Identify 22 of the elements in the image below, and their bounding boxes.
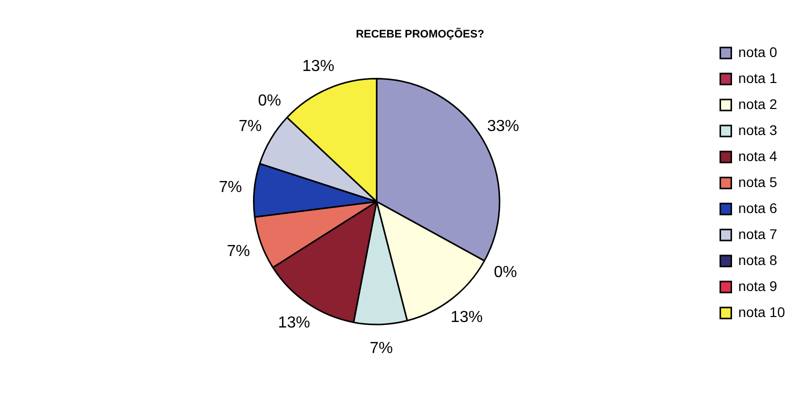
legend-label: nota 4 [738,148,778,164]
legend-label: nota 0 [738,44,778,60]
data-label: 13% [278,314,310,332]
legend-label: nota 5 [738,174,778,190]
legend-label: nota 10 [738,304,786,320]
legend-label: nota 9 [738,278,778,294]
chart-title: RECEBE PROMOÇÕES? [356,28,484,41]
data-label: 13% [450,309,483,326]
text: 0% [494,264,517,281]
text: 0% [258,92,282,110]
legend-label: nota 7 [738,226,778,242]
data-label: 7% [370,340,393,357]
legend-label: nota 3 [738,122,778,138]
legend-label: nota 2 [738,96,778,112]
legend-label: nota 6 [738,200,778,216]
legend-label: nota 8 [738,252,778,268]
data-label: 13% [302,58,334,76]
data-label: 7% [226,242,250,260]
data-label: 7% [218,179,242,196]
data-label: 33% [487,118,520,136]
data-label: 7% [238,118,262,136]
legend-label: nota 1 [738,70,778,86]
